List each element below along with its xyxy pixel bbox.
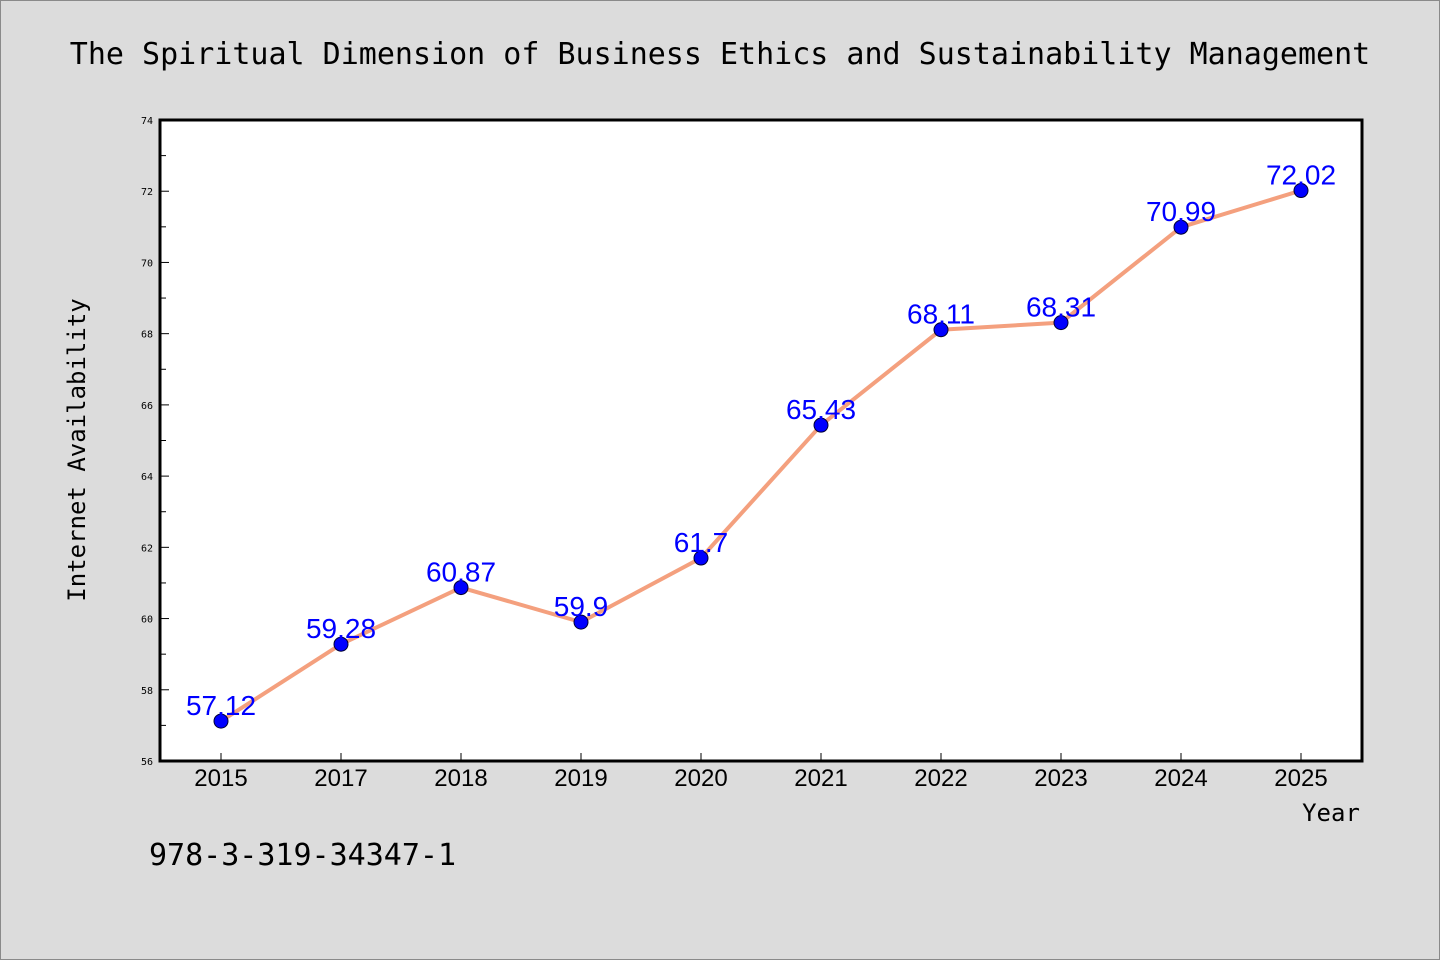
data-point bbox=[213, 713, 229, 729]
x-tick-label: 2020 bbox=[674, 765, 727, 792]
x-tick-label: 2025 bbox=[1274, 765, 1327, 792]
data-label: 60.87 bbox=[426, 557, 496, 588]
series-layer bbox=[213, 183, 1309, 729]
data-point bbox=[693, 550, 709, 566]
y-tick-label: 62 bbox=[141, 543, 153, 554]
data-label: 65.43 bbox=[786, 394, 856, 425]
chart-title: The Spiritual Dimension of Business Ethi… bbox=[70, 37, 1370, 72]
isbn-footer: 978-3-319-34347-1 bbox=[149, 838, 456, 873]
data-label: 57.12 bbox=[186, 690, 256, 721]
data-label: 70.99 bbox=[1146, 196, 1216, 227]
data-label: 59.28 bbox=[306, 613, 376, 644]
y-tick-label: 66 bbox=[141, 401, 153, 412]
data-label: 68.11 bbox=[907, 299, 975, 330]
data-point bbox=[453, 580, 469, 596]
x-tick-label: 2024 bbox=[1154, 765, 1207, 792]
data-point bbox=[1053, 315, 1069, 331]
data-label: 68.31 bbox=[1026, 292, 1096, 323]
data-point bbox=[333, 636, 349, 652]
data-label: 59.9 bbox=[554, 591, 609, 622]
series-line bbox=[219, 188, 1302, 723]
data-point bbox=[813, 417, 829, 433]
data-point bbox=[933, 322, 949, 338]
x-tick-label: 2018 bbox=[434, 765, 487, 792]
y-tick-label: 56 bbox=[141, 757, 153, 768]
x-tick-label: 2023 bbox=[1034, 765, 1087, 792]
y-tick-label: 72 bbox=[141, 187, 153, 198]
y-tick-label: 70 bbox=[141, 258, 153, 269]
y-axis: 56 58 60 62 64 66 68 70 72 74 bbox=[141, 116, 169, 768]
y-tick-label: 58 bbox=[141, 686, 153, 697]
x-tick-label: 2022 bbox=[914, 765, 967, 792]
data-point bbox=[1293, 183, 1309, 199]
data-label: 61.7 bbox=[674, 527, 729, 558]
y-tick-label: 68 bbox=[141, 330, 153, 341]
data-point bbox=[1173, 219, 1189, 235]
plot-area bbox=[158, 118, 1364, 763]
x-tick-label: 2017 bbox=[314, 765, 367, 792]
y-tick-label: 60 bbox=[141, 615, 153, 626]
x-axis-title: Year bbox=[1302, 799, 1360, 827]
y-axis-title: Internet Availability bbox=[63, 298, 91, 601]
x-tick-label: 2021 bbox=[794, 765, 847, 792]
x-tick-label: 2019 bbox=[554, 765, 607, 792]
data-labels: 57.12 59.28 60.87 59.9 61.7 65.43 68.11 68.31 70… bbox=[186, 160, 1336, 722]
data-label: 72.02 bbox=[1266, 160, 1336, 191]
x-tick-label: 2015 bbox=[194, 765, 247, 792]
y-tick-label: 74 bbox=[141, 116, 153, 127]
y-tick-label: 64 bbox=[141, 472, 153, 483]
data-point bbox=[573, 614, 589, 630]
x-axis: 2015 2017 2018 2019 2020 2021 2022 2023 2024 2025 bbox=[194, 753, 1328, 792]
